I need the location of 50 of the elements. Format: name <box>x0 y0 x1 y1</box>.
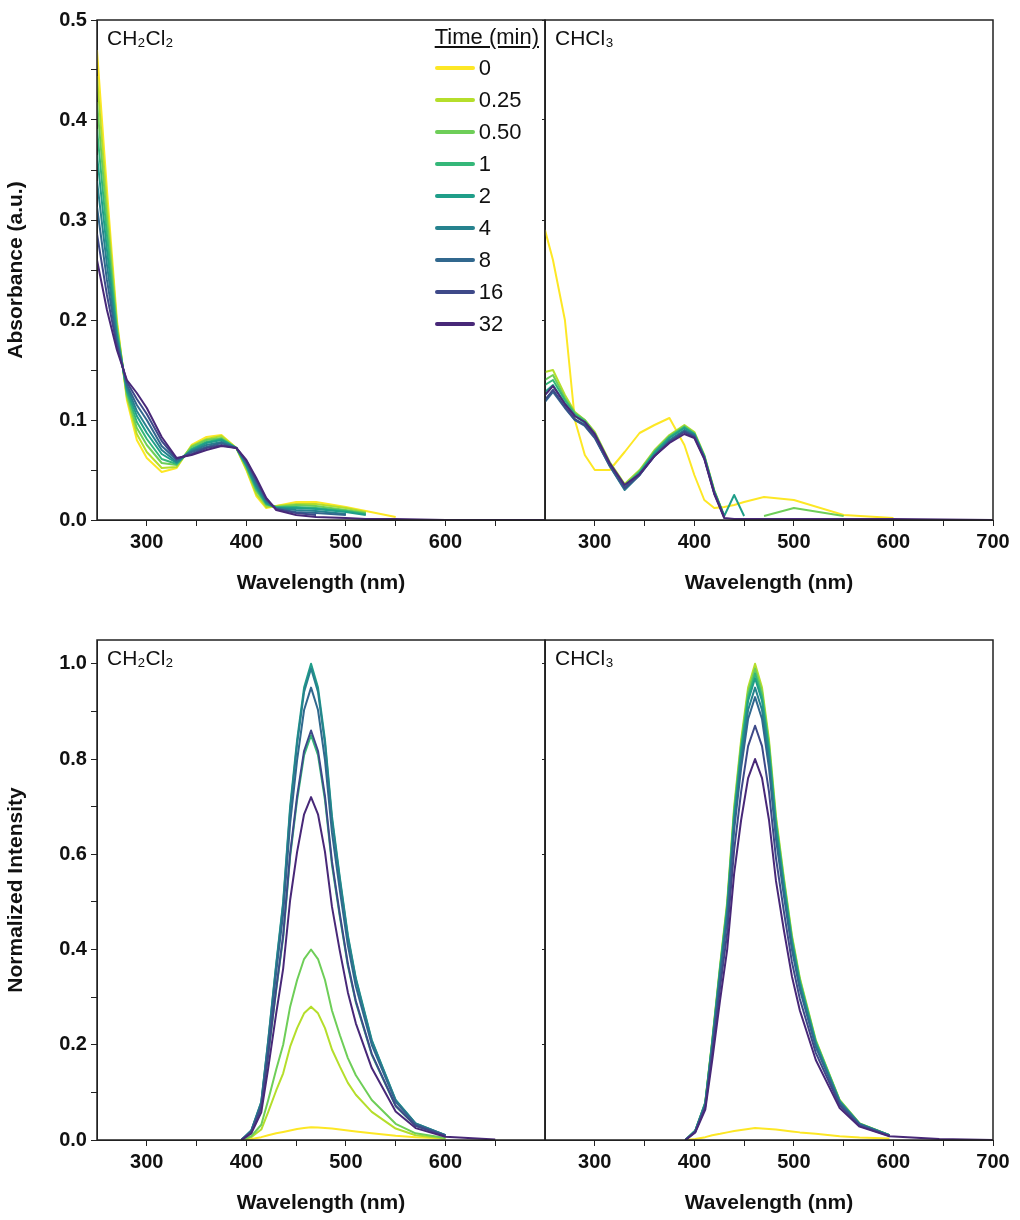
annotation: CHCl₃ <box>555 646 614 670</box>
annotation: CHCl₃ <box>555 26 614 50</box>
x-tick-label: 400 <box>677 529 712 552</box>
legend-label: 32 <box>478 311 504 337</box>
x-tick-label: 500 <box>777 1149 811 1172</box>
y-tick-label: 0.4 <box>59 937 88 960</box>
legend-title: Time (min) <box>434 24 539 50</box>
y-axis-title: Normalized Intensity <box>3 787 27 993</box>
legend-label: 4 <box>478 215 491 241</box>
y-tick-label: 0.1 <box>59 407 87 430</box>
y-tick-label: 0.0 <box>59 507 87 530</box>
y-tick-label: 1.0 <box>59 651 87 674</box>
x-tick-label: 400 <box>229 529 264 552</box>
y-tick-label: 0.5 <box>59 7 87 30</box>
x-tick-label: 300 <box>578 1149 612 1172</box>
annotation: CH₂Cl₂ <box>107 646 174 670</box>
legend-label: 0.25 <box>478 87 522 113</box>
y-tick-label: 0.2 <box>59 1032 87 1055</box>
x-tick-label: 500 <box>329 529 363 552</box>
y-tick-label: 0.2 <box>59 307 87 330</box>
x-tick-label: 500 <box>777 529 811 552</box>
x-axis-title: Wavelength (nm) <box>684 1190 854 1214</box>
x-tick-label: 400 <box>677 1149 712 1172</box>
legend-label: 1 <box>478 151 491 177</box>
y-tick-label: 0.6 <box>59 841 87 864</box>
x-tick-label: 300 <box>130 1149 164 1172</box>
x-tick-label: 600 <box>876 1149 911 1172</box>
x-tick-label: 300 <box>578 529 612 552</box>
x-tick-label: 700 <box>976 1149 1010 1172</box>
legend-label: 0 <box>478 55 491 81</box>
y-tick-label: 0.0 <box>59 1127 87 1150</box>
legend-label: 16 <box>478 279 504 305</box>
x-tick-label: 500 <box>329 1149 363 1172</box>
x-tick-label: 600 <box>428 1149 463 1172</box>
y-tick-label: 0.4 <box>59 107 88 130</box>
legend-label: 0.50 <box>478 119 522 145</box>
x-tick-label: 700 <box>976 529 1010 552</box>
legend-label: 2 <box>478 183 491 209</box>
x-axis-title: Wavelength (nm) <box>236 570 406 594</box>
x-axis-title: Wavelength (nm) <box>236 1190 406 1214</box>
x-axis-title: Wavelength (nm) <box>684 570 854 594</box>
y-axis-title: Absorbance (a.u.) <box>3 181 27 359</box>
annotation: CH₂Cl₂ <box>107 26 174 50</box>
y-tick-label: 0.8 <box>59 746 87 769</box>
x-tick-label: 600 <box>428 529 463 552</box>
x-tick-label: 600 <box>876 529 911 552</box>
legend-label: 8 <box>478 247 491 273</box>
y-tick-label: 0.3 <box>59 207 87 230</box>
x-tick-label: 300 <box>130 529 164 552</box>
x-tick-label: 400 <box>229 1149 264 1172</box>
